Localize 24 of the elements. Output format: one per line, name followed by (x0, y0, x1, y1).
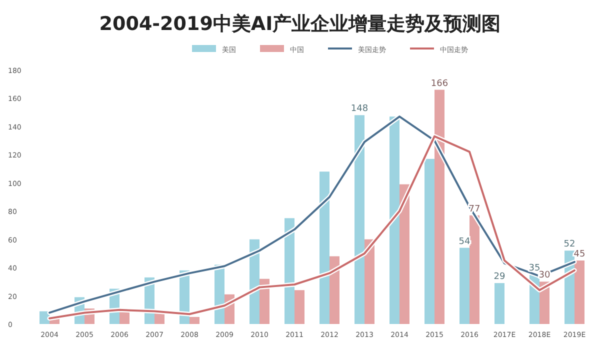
bar (120, 311, 130, 324)
data-label: 54 (458, 236, 470, 247)
bar (424, 158, 434, 324)
bar (260, 278, 270, 324)
bar (434, 90, 444, 324)
bar (364, 239, 374, 324)
bar (284, 218, 294, 324)
chart-title: 2004-2019中美AI产业企业增量走势及预测图 (99, 13, 501, 35)
bar (574, 260, 584, 324)
bar (460, 248, 470, 324)
data-label: 166 (430, 78, 448, 89)
data-label: 35 (528, 264, 540, 274)
bar (190, 316, 200, 324)
bar (330, 256, 340, 324)
data-label: 52 (564, 240, 576, 250)
data-label: 148 (350, 104, 368, 114)
bar (390, 116, 400, 324)
bar (494, 283, 504, 324)
data-label: 29 (494, 272, 506, 282)
bar (470, 215, 480, 324)
bar (400, 184, 410, 324)
bar (294, 290, 304, 324)
bar (354, 115, 364, 324)
bar (320, 172, 330, 324)
